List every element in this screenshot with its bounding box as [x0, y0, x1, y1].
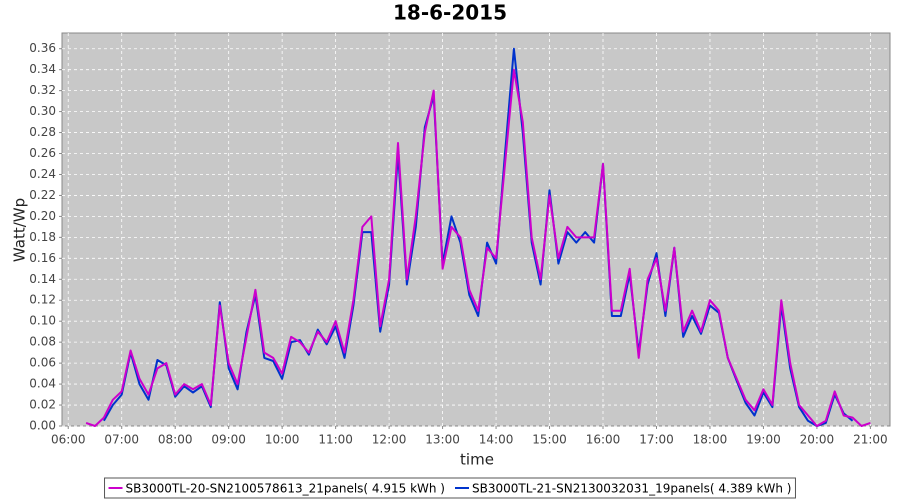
x-tick-label: 08:00 — [158, 433, 193, 447]
y-axis-title: Watt/Wp — [11, 198, 29, 262]
legend-box — [104, 477, 796, 499]
x-tick-label: 18:00 — [693, 433, 728, 447]
y-tick-label: 0.16 — [29, 251, 56, 265]
legend: SB3000TL-20-SN2100578613_21panels( 4.915… — [104, 477, 796, 499]
x-tick-label: 16:00 — [586, 433, 621, 447]
legend-text: SB3000TL-20-SN2100578613_21panels( 4.915… — [126, 482, 445, 496]
y-tick-label: 0.30 — [29, 104, 56, 118]
x-tick-label: 11:00 — [318, 433, 353, 447]
y-tick-label: 0.20 — [29, 209, 56, 223]
x-tick-label: 14:00 — [479, 433, 514, 447]
x-tick-label: 13:00 — [425, 433, 460, 447]
series-line — [85, 68, 871, 427]
y-tick-label: 0.02 — [29, 398, 56, 412]
x-tick-label: 21:00 — [853, 433, 888, 447]
y-tick-label: 0.10 — [29, 314, 56, 328]
y-tick-label: 0.32 — [29, 83, 56, 97]
x-tick-label: 10:00 — [265, 433, 300, 447]
y-tick-label: 0.00 — [29, 419, 56, 433]
x-axis-title: time — [460, 451, 494, 469]
plot-area — [61, 32, 891, 427]
y-tick-label: 0.26 — [29, 146, 56, 160]
legend-text: SB3000TL-21-SN2130032031_19panels( 4.389… — [472, 482, 791, 496]
y-tick-label: 0.12 — [29, 293, 56, 307]
x-tick-label: 20:00 — [800, 433, 835, 447]
x-tick-label: 06:00 — [51, 433, 86, 447]
y-tick-label: 0.06 — [29, 356, 56, 370]
y-tick-label: 0.34 — [29, 62, 56, 76]
y-tick-label: 0.28 — [29, 125, 56, 139]
x-tick-label: 09:00 — [211, 433, 246, 447]
y-tick-label: 0.08 — [29, 335, 56, 349]
y-tick-label: 0.36 — [29, 41, 56, 55]
y-tick-label: 0.24 — [29, 167, 56, 181]
x-tick-label: 07:00 — [104, 433, 139, 447]
y-tick-label: 0.14 — [29, 272, 56, 286]
chart-title: 18-6-2015 — [393, 1, 507, 25]
x-tick-label: 17:00 — [639, 433, 674, 447]
y-tick-label: 0.18 — [29, 230, 56, 244]
x-tick-label: 15:00 — [532, 433, 567, 447]
y-tick-label: 0.04 — [29, 377, 56, 391]
lines — [85, 47, 871, 427]
x-tick-label: 19:00 — [746, 433, 781, 447]
x-tick-label: 12:00 — [372, 433, 407, 447]
y-tick-label: 0.22 — [29, 188, 56, 202]
